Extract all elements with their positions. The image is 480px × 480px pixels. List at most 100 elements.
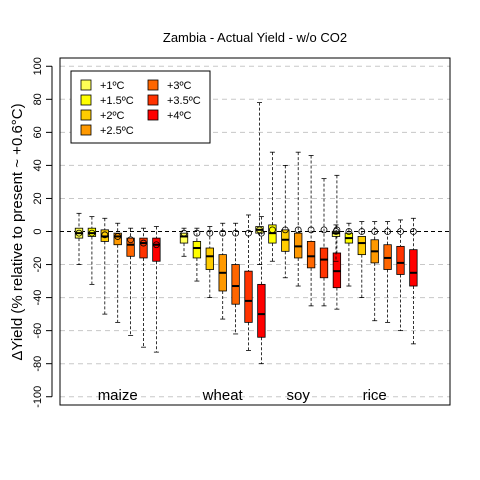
box-mean-marker bbox=[384, 228, 392, 235]
legend-item: +1.5ºC bbox=[80, 94, 134, 107]
legend-swatch bbox=[80, 124, 92, 136]
legend-swatch bbox=[147, 79, 159, 91]
box-mean-marker bbox=[245, 229, 252, 237]
chart-title: Zambia - Actual Yield - w/o CO2 bbox=[163, 30, 347, 45]
box-soy-4 bbox=[306, 155, 316, 307]
box-wheat-4 bbox=[231, 222, 240, 335]
group-wheat bbox=[179, 214, 266, 365]
y-tick-label: -20 bbox=[32, 257, 44, 273]
box-iqr bbox=[152, 237, 161, 262]
group-soy bbox=[255, 102, 342, 310]
box-mean-marker bbox=[206, 229, 214, 237]
legend-label: +3ºC bbox=[167, 80, 192, 92]
box-mean-marker bbox=[268, 226, 276, 234]
box-iqr bbox=[306, 241, 316, 269]
box-wheat-3 bbox=[218, 222, 227, 320]
legend-item: +2ºC bbox=[80, 109, 125, 122]
y-axis: -100 -80 -60 -40 -20 0 20 40 60 80 100 bbox=[32, 57, 53, 408]
box-soy-0 bbox=[255, 102, 264, 265]
box-iqr bbox=[231, 264, 240, 305]
box-maize-4 bbox=[126, 227, 135, 337]
group-labels: maize wheat soy rice bbox=[98, 387, 387, 404]
box-wheat-0 bbox=[179, 227, 189, 257]
box-iqr bbox=[357, 236, 366, 256]
y-tick-label: 40 bbox=[32, 159, 44, 171]
box-mean-marker bbox=[75, 229, 83, 237]
y-tick-label: 0 bbox=[32, 228, 44, 234]
box-mean-marker bbox=[88, 229, 96, 237]
box-mean-marker bbox=[345, 228, 353, 235]
box-rice-5 bbox=[396, 219, 405, 332]
group-rice bbox=[331, 217, 418, 345]
legend-swatch bbox=[80, 79, 92, 91]
y-axis-label: ΔYield (% relative to present ~ +0.6°C) bbox=[9, 103, 26, 360]
legend-swatch bbox=[147, 109, 159, 121]
box-wheat-5 bbox=[244, 214, 253, 351]
legend: +1ºC +1.5ºC +2ºC +2.5ºC +3ºC +3.5ºC +4ºC bbox=[70, 70, 211, 144]
box-mean-marker bbox=[101, 231, 109, 239]
legend-item: +2.5ºC bbox=[80, 124, 134, 137]
box-wheat-2 bbox=[205, 226, 214, 298]
box-iqr bbox=[257, 283, 266, 338]
box-mean-marker bbox=[127, 236, 135, 244]
box-mean-marker bbox=[397, 228, 404, 235]
box-maize-5 bbox=[139, 227, 148, 348]
y-tick-label: -40 bbox=[32, 290, 44, 306]
group-label-rice: rice bbox=[363, 387, 387, 404]
box-iqr bbox=[126, 237, 135, 257]
box-soy-1 bbox=[268, 151, 277, 262]
box-soy-2 bbox=[281, 165, 290, 279]
box-mean-marker bbox=[307, 226, 315, 234]
y-tick-label: 60 bbox=[32, 126, 44, 138]
legend-swatch bbox=[80, 109, 92, 121]
box-mean-marker bbox=[371, 228, 379, 235]
box-soy-5 bbox=[319, 178, 329, 307]
box-iqr bbox=[396, 245, 405, 275]
box-iqr bbox=[319, 247, 329, 279]
y-tick-label: -100 bbox=[32, 386, 44, 408]
box-layer bbox=[74, 102, 418, 365]
legend-item: +4ºC bbox=[147, 109, 192, 122]
box-iqr bbox=[139, 237, 148, 259]
legend-label: +2.5ºC bbox=[100, 125, 134, 137]
legend-swatch bbox=[147, 94, 159, 106]
box-rice-4 bbox=[383, 221, 392, 323]
y-tick-label: 100 bbox=[32, 57, 44, 75]
box-soy-6 bbox=[332, 174, 342, 310]
plot-frame bbox=[59, 57, 451, 406]
y-tick-label: -60 bbox=[32, 323, 44, 339]
box-iqr bbox=[192, 241, 202, 259]
box-iqr bbox=[244, 270, 253, 323]
box-rice-6 bbox=[409, 217, 418, 345]
group-label-soy: soy bbox=[287, 387, 311, 404]
box-rice-0 bbox=[331, 224, 341, 262]
legend-item: +3ºC bbox=[147, 79, 192, 92]
box-mean-marker bbox=[281, 226, 289, 234]
box-mean-marker bbox=[320, 226, 328, 234]
legend-box bbox=[70, 70, 211, 144]
group-label-wheat: wheat bbox=[202, 387, 244, 404]
box-mean-marker bbox=[332, 228, 340, 235]
legend-item: +1ºC bbox=[80, 79, 125, 92]
y-tick-label: -80 bbox=[32, 356, 44, 372]
group-label-maize: maize bbox=[98, 387, 138, 404]
box-mean-marker bbox=[294, 226, 302, 234]
box-iqr bbox=[409, 249, 418, 287]
box-mean-marker bbox=[232, 229, 240, 237]
y-tick-label: 80 bbox=[32, 93, 44, 105]
box-wheat-1 bbox=[192, 227, 202, 282]
legend-label: +2ºC bbox=[100, 110, 125, 122]
box-wheat-6 bbox=[257, 216, 266, 365]
y-tick-label: 20 bbox=[32, 192, 44, 204]
box-maize-6 bbox=[152, 226, 161, 353]
legend-label: +1.5ºC bbox=[100, 95, 134, 107]
box-mean-marker bbox=[256, 226, 263, 234]
box-maize-2 bbox=[100, 217, 109, 315]
group-maize bbox=[74, 212, 161, 353]
box-maize-3 bbox=[113, 222, 122, 323]
box-mean-marker bbox=[219, 229, 227, 237]
box-mean-marker bbox=[114, 233, 122, 240]
legend-label: +4ºC bbox=[167, 110, 192, 122]
box-soy-3 bbox=[294, 151, 303, 287]
